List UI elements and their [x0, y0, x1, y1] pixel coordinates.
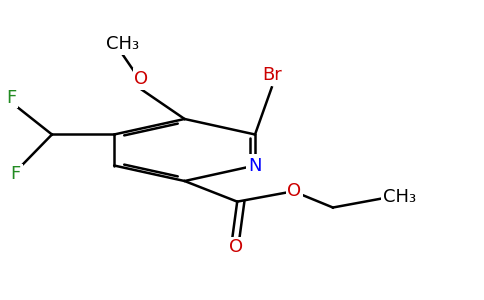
Text: N: N: [248, 157, 262, 175]
Text: F: F: [11, 165, 21, 183]
Text: O: O: [287, 182, 302, 200]
Text: O: O: [135, 70, 149, 88]
Text: O: O: [229, 238, 243, 256]
Text: F: F: [6, 88, 16, 106]
Text: CH₃: CH₃: [383, 188, 416, 206]
Text: CH₃: CH₃: [106, 35, 139, 53]
Text: Br: Br: [262, 66, 282, 84]
